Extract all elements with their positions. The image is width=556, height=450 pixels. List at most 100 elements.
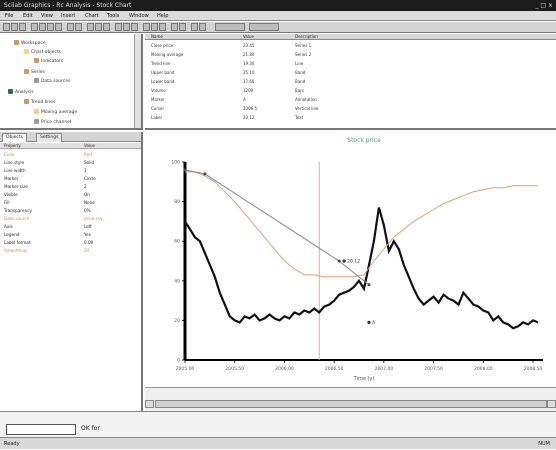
cut-icon[interactable] bbox=[39, 23, 46, 31]
open-icon[interactable] bbox=[11, 23, 18, 31]
copy-icon[interactable] bbox=[47, 23, 54, 31]
menu-file[interactable]: File bbox=[5, 13, 14, 19]
horizontal-scrollbar[interactable] bbox=[145, 387, 556, 411]
table-row[interactable]: Cursor 2006.5 Vertical line bbox=[151, 106, 319, 111]
tree-node[interactable]: Moving average bbox=[34, 109, 77, 115]
column-header[interactable]: Value bbox=[243, 34, 254, 39]
new-icon[interactable] bbox=[3, 23, 10, 31]
tree-scrollbar[interactable] bbox=[134, 34, 141, 128]
help-icon[interactable] bbox=[199, 23, 206, 31]
table-row[interactable]: Marker A Annotation bbox=[151, 97, 317, 102]
property-row[interactable]: Axis Left bbox=[0, 223, 141, 230]
property-name: Smoothing bbox=[4, 248, 27, 253]
property-name: Color bbox=[4, 152, 15, 157]
refresh-icon[interactable] bbox=[171, 23, 178, 31]
property-row[interactable]: Smoothing 20 bbox=[0, 247, 141, 254]
column-header[interactable]: Description bbox=[295, 34, 318, 39]
tab-settings[interactable]: Settings bbox=[36, 133, 63, 142]
property-row[interactable]: Line width 1 bbox=[0, 167, 141, 174]
command-bar: OK for bbox=[0, 411, 556, 437]
table-row[interactable]: Upper band 25.10 Band bbox=[151, 70, 306, 75]
paste-icon[interactable] bbox=[55, 23, 62, 31]
zoom-in-icon[interactable] bbox=[87, 23, 94, 31]
menu-edit[interactable]: Edit bbox=[23, 13, 33, 19]
property-name: Line style bbox=[4, 160, 25, 165]
undo-icon[interactable] bbox=[67, 23, 74, 31]
style-dropdown[interactable] bbox=[249, 23, 279, 31]
scroll-right-icon[interactable] bbox=[547, 400, 556, 408]
line-icon[interactable] bbox=[115, 23, 122, 31]
zoom-out-icon[interactable] bbox=[95, 23, 102, 31]
tree-node[interactable]: Data sources bbox=[34, 78, 70, 84]
redo-icon[interactable] bbox=[75, 23, 82, 31]
chart-area[interactable]: Stock price 2005.00 2005.50 2006.00 2006.50 2… bbox=[145, 132, 556, 387]
scroll-left-icon[interactable] bbox=[145, 400, 154, 408]
print-icon[interactable] bbox=[31, 23, 38, 31]
property-row[interactable]: Transparency 0% bbox=[0, 207, 141, 214]
object-icon bbox=[34, 78, 39, 83]
property-value: 1 bbox=[84, 168, 87, 173]
window-controls[interactable]: _ □ × bbox=[535, 2, 553, 9]
property-tabs: Objects Settings bbox=[0, 132, 141, 142]
tree-node[interactable]: Price channel bbox=[34, 119, 71, 125]
menu-chart[interactable]: Chart bbox=[85, 13, 99, 19]
table-row[interactable]: Volume 1200 Bars bbox=[151, 88, 304, 93]
table-row[interactable]: Trend line 19.30 Line bbox=[151, 61, 304, 66]
series-dropdown[interactable] bbox=[215, 23, 245, 31]
tree-node[interactable]: Trend lines bbox=[24, 99, 55, 105]
scroll-thumb[interactable] bbox=[155, 400, 547, 408]
table-row[interactable]: Label 20.12 Text bbox=[151, 115, 304, 120]
tree-node[interactable]: Indicators bbox=[34, 58, 63, 64]
settings-icon[interactable] bbox=[191, 23, 198, 31]
window-title: Scilab Graphics - Rc Analysis - Stock Ch… bbox=[4, 2, 132, 9]
property-row[interactable]: Visible On bbox=[0, 191, 141, 198]
property-row[interactable]: Legend Yes bbox=[0, 231, 141, 238]
property-row[interactable]: Marker size 2 bbox=[0, 183, 141, 190]
menu-help[interactable]: Help bbox=[157, 13, 169, 19]
toolbar bbox=[0, 22, 556, 33]
tree-node[interactable]: Workspace bbox=[14, 40, 46, 46]
property-row[interactable]: Fill None bbox=[0, 199, 141, 206]
property-name: Label format bbox=[4, 240, 31, 245]
series-point bbox=[337, 259, 341, 263]
table-header: Name Value Description bbox=[145, 34, 556, 40]
annotation-label: A bbox=[372, 320, 376, 326]
y-tick-label: 40 bbox=[174, 278, 180, 284]
object-icon bbox=[34, 119, 39, 124]
menu-insert[interactable]: Insert bbox=[61, 13, 76, 19]
property-name: Axis bbox=[4, 224, 13, 229]
property-row[interactable]: Label format 0.00 bbox=[0, 239, 141, 246]
property-row[interactable]: Data source price.csv bbox=[0, 215, 141, 222]
object-tree: Workspace Chart objects Indicators Serie… bbox=[0, 34, 143, 130]
save-icon[interactable] bbox=[19, 23, 26, 31]
property-name: Marker size bbox=[4, 184, 28, 189]
tab-objects[interactable]: Objects bbox=[2, 133, 28, 142]
table-row[interactable]: Lower band 17.60 Band bbox=[151, 79, 306, 84]
grid-icon[interactable] bbox=[151, 23, 158, 31]
legend-icon[interactable] bbox=[159, 23, 166, 31]
tree-node[interactable]: Chart objects bbox=[24, 49, 61, 55]
column-header[interactable]: Value bbox=[84, 143, 95, 148]
column-header[interactable]: Property bbox=[4, 143, 21, 148]
property-row[interactable]: Color Red bbox=[0, 151, 141, 158]
menu-window[interactable]: Window bbox=[129, 13, 149, 19]
table-row[interactable]: Close price 23.45 Series 1 bbox=[151, 43, 312, 48]
column-header[interactable]: Name bbox=[151, 34, 163, 39]
marker-icon[interactable] bbox=[131, 23, 138, 31]
chart-icon[interactable] bbox=[143, 23, 150, 31]
tree-node[interactable]: Analysis bbox=[8, 89, 34, 95]
command-input[interactable] bbox=[6, 424, 76, 435]
pan-icon[interactable] bbox=[103, 23, 110, 31]
property-row[interactable]: Line style Solid bbox=[0, 159, 141, 166]
text-icon[interactable] bbox=[123, 23, 130, 31]
stock-chart[interactable]: Stock price 2005.00 2005.50 2006.00 2006.50 2… bbox=[145, 132, 556, 387]
table-row[interactable]: Moving average 21.80 Series 2 bbox=[151, 52, 312, 57]
menu-tools[interactable]: Tools bbox=[107, 13, 120, 19]
property-row[interactable]: Marker Circle bbox=[0, 175, 141, 182]
x-tick-label: 2008.00 bbox=[474, 366, 493, 372]
tree-node[interactable]: Series bbox=[24, 69, 45, 75]
folder-icon bbox=[24, 69, 29, 74]
x-tick-label: 2005.50 bbox=[225, 366, 244, 372]
export-icon[interactable] bbox=[179, 23, 186, 31]
menu-view[interactable]: View bbox=[41, 13, 53, 19]
